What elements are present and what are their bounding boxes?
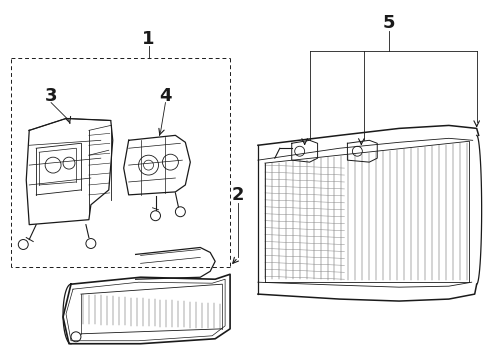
Text: 4: 4	[159, 87, 171, 105]
Text: 3: 3	[45, 87, 57, 105]
Text: 2: 2	[232, 186, 245, 204]
Text: 1: 1	[142, 30, 155, 48]
Text: 5: 5	[383, 14, 395, 32]
